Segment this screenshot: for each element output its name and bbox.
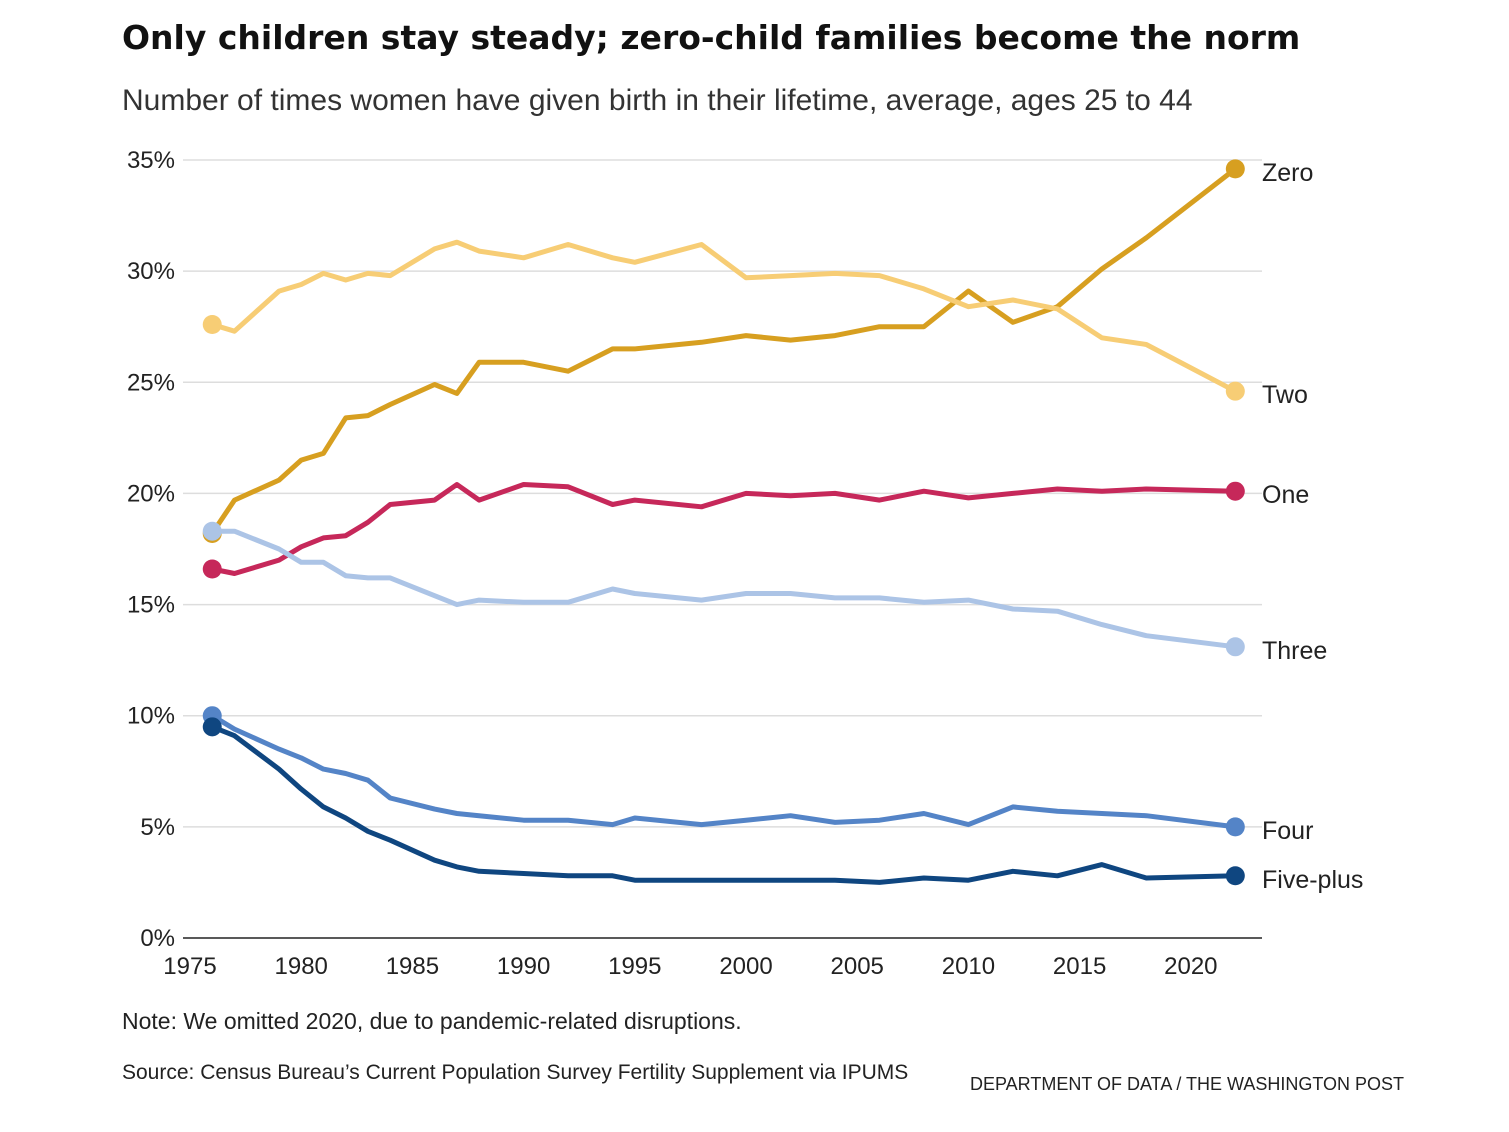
series-end-point <box>1225 817 1245 837</box>
chart-note: Note: We omitted 2020, due to pandemic-r… <box>122 1008 742 1034</box>
series-start-point <box>202 559 222 579</box>
y-tick-label: 35% <box>127 147 175 174</box>
series-label: Zero <box>1262 159 1313 187</box>
series-line <box>209 528 1238 650</box>
series-start-point <box>202 521 222 541</box>
y-tick-label: 30% <box>127 258 175 285</box>
series-end-point <box>1225 381 1245 401</box>
x-tick-label: 2000 <box>719 953 772 980</box>
series-line <box>209 239 1238 394</box>
series-start-point <box>202 717 222 737</box>
x-axis: 1975 1980 1985 1990 1995 2000 2005 2010 2015 2020 <box>163 953 1217 980</box>
x-tick-label: 2010 <box>942 953 995 980</box>
series-labels: Zero Two One Three Four Five-plus <box>1262 159 1363 894</box>
series-label: One <box>1262 481 1309 509</box>
series-end-point <box>1225 481 1245 501</box>
chart-source: Source: Census Bureau’s Current Populati… <box>122 1061 909 1084</box>
line-chart: 0%5%10%15%20%25%30%35% 1975 1980 1985 1990 1… <box>127 147 1363 980</box>
y-tick-label: 5% <box>140 814 175 841</box>
series-label: Five-plus <box>1262 866 1363 894</box>
series-line <box>209 166 1238 536</box>
x-tick-label: 2015 <box>1053 953 1106 980</box>
y-axis: 0% 5% 10% 15% 20% 25% 30% 35% <box>127 147 175 952</box>
series-lines <box>202 159 1245 886</box>
series-label: Four <box>1262 817 1313 845</box>
x-tick-label: 1990 <box>497 953 550 980</box>
series-label: Three <box>1262 637 1327 665</box>
y-tick-label: 15% <box>127 592 175 619</box>
series-line <box>209 713 1238 830</box>
series-line <box>209 724 1238 885</box>
x-tick-label: 1985 <box>386 953 439 980</box>
y-tick-label: 25% <box>127 369 175 396</box>
x-tick-label: 2020 <box>1164 953 1217 980</box>
series-end-point <box>1225 866 1245 886</box>
chart-title: Only children stay steady; zero-child fa… <box>122 18 1301 57</box>
x-tick-label: 1975 <box>163 953 216 980</box>
series-end-point <box>1225 159 1245 179</box>
x-tick-label: 1980 <box>275 953 328 980</box>
chart-subtitle: Number of times women have given birth i… <box>122 84 1193 117</box>
x-tick-label: 2005 <box>831 953 884 980</box>
series-start-point <box>202 314 222 334</box>
series-label: Two <box>1262 381 1308 409</box>
y-tick-label: 0% <box>140 925 175 952</box>
x-tick-label: 1995 <box>608 953 661 980</box>
series-end-point <box>1225 637 1245 657</box>
gridlines <box>183 159 1262 939</box>
series-line <box>209 482 1238 576</box>
chart-credit: DEPARTMENT OF DATA / THE WASHINGTON POST <box>970 1074 1405 1094</box>
y-tick-label: 10% <box>127 703 175 730</box>
y-tick-label: 20% <box>127 480 175 507</box>
